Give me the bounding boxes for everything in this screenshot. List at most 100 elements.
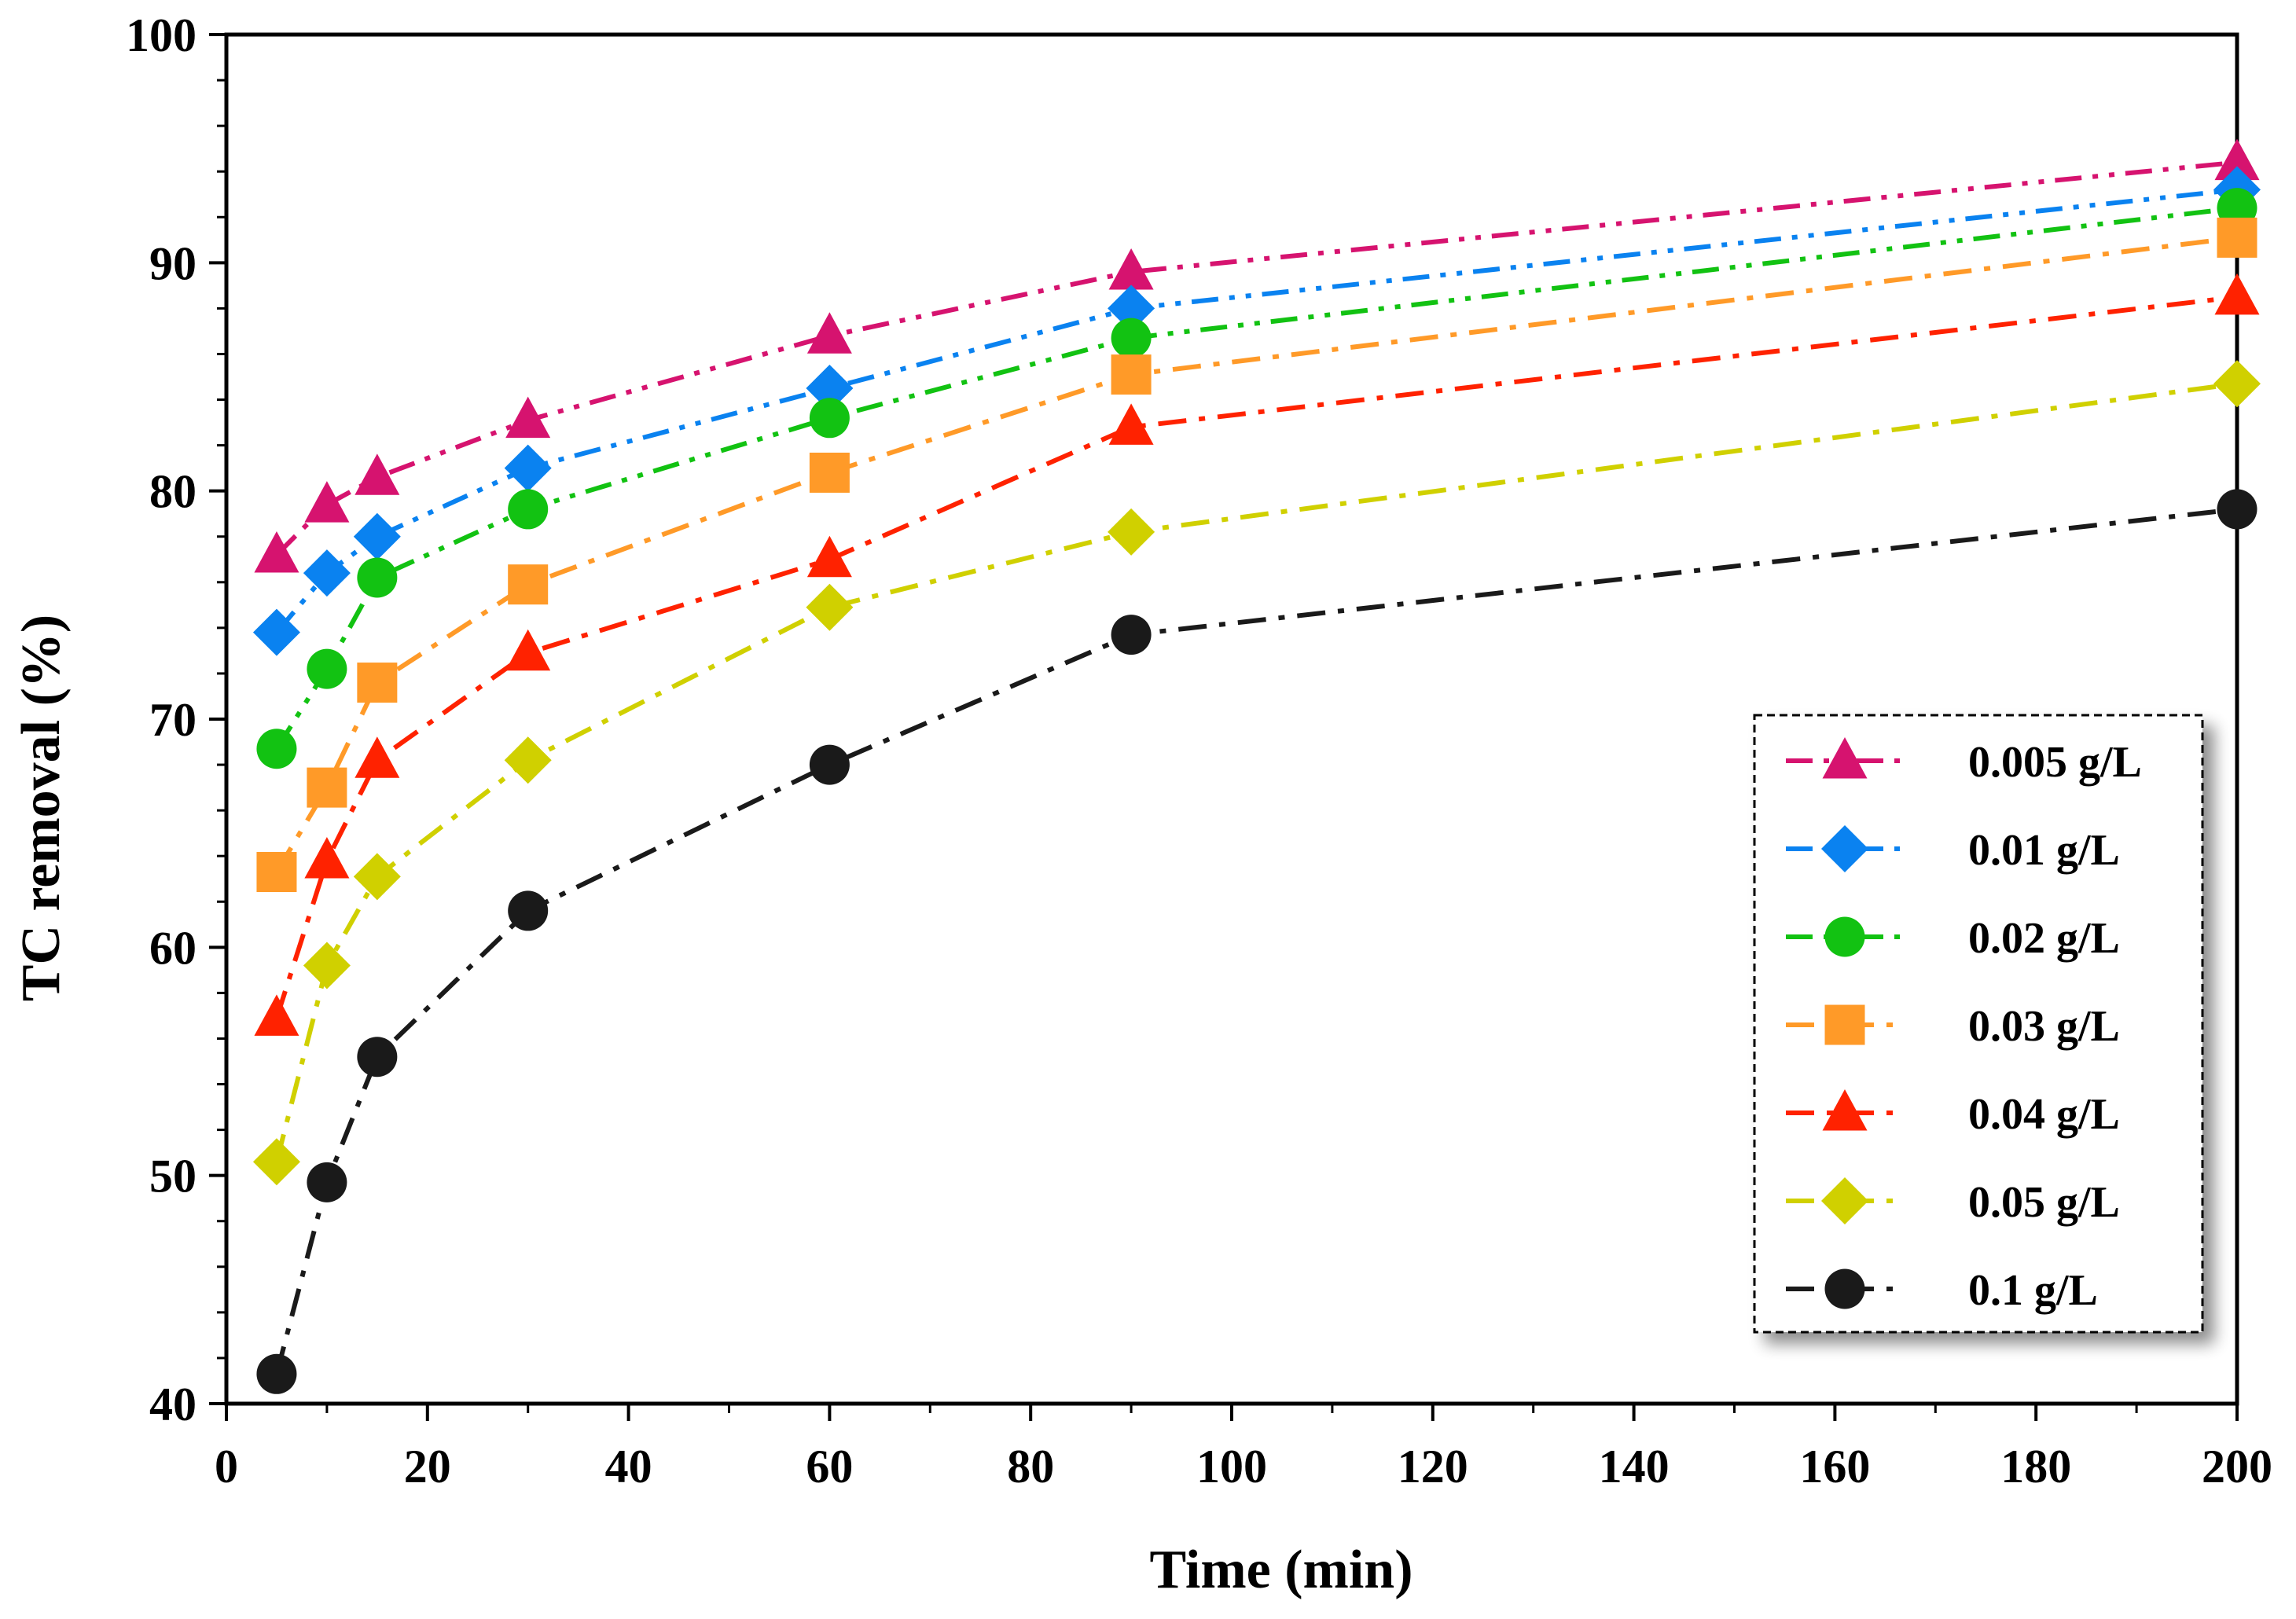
x-tick-label: 40 xyxy=(605,1441,652,1492)
x-tick-label: 60 xyxy=(806,1441,853,1492)
data-point xyxy=(806,535,852,578)
legend-item-2: 0.02 g/L xyxy=(1786,914,2120,963)
data-point xyxy=(809,398,850,439)
y-tick-label: 80 xyxy=(149,466,197,518)
x-tick-label: 200 xyxy=(2202,1441,2272,1492)
series-line xyxy=(274,187,2238,634)
y-tick-label: 40 xyxy=(149,1379,197,1430)
x-tick-label: 140 xyxy=(1599,1441,1670,1492)
y-tick-label: 90 xyxy=(149,237,197,289)
data-point xyxy=(252,1138,300,1186)
data-point xyxy=(303,942,351,989)
x-tick-label: 180 xyxy=(2000,1441,2071,1492)
data-point xyxy=(256,1353,297,1394)
legend-label: 0.04 g/L xyxy=(1968,1090,2120,1139)
data-point xyxy=(508,564,549,605)
series-6 xyxy=(256,489,2257,1394)
x-tick-label: 80 xyxy=(1007,1441,1054,1492)
data-point xyxy=(508,489,549,530)
series-0 xyxy=(254,138,2260,573)
data-point xyxy=(303,549,351,597)
y-tick-label: 60 xyxy=(149,922,197,974)
legend: 0.005 g/L 0.01 g/L 0.02 g/L 0.03 g/L 0.04 g/… xyxy=(1753,714,2204,1334)
legend-label: 0.01 g/L xyxy=(1968,826,2120,875)
legend-item-5: 0.05 g/L xyxy=(1786,1177,2120,1227)
legend-label: 0.05 g/L xyxy=(1968,1178,2120,1227)
data-point xyxy=(806,365,854,413)
data-point xyxy=(254,994,299,1036)
data-point xyxy=(809,744,850,785)
data-point xyxy=(504,736,552,784)
y-axis-label: TC removal (%) xyxy=(11,615,72,1002)
legend-item-4: 0.04 g/L xyxy=(1786,1089,2120,1139)
y-tick-label: 100 xyxy=(126,9,197,61)
legend-label: 0.1 g/L xyxy=(1968,1266,2098,1315)
x-tick-label: 20 xyxy=(404,1441,451,1492)
legend-item-1: 0.01 g/L xyxy=(1786,825,2120,875)
data-point xyxy=(254,530,299,573)
axes: 0 20 40 60 80 100 120 140 160 180 200 40 50 60 70 80 90 1… xyxy=(126,9,2272,1492)
data-point xyxy=(2217,217,2257,258)
data-point xyxy=(2217,489,2257,530)
data-point xyxy=(806,312,852,354)
legend-marker xyxy=(1824,1268,1865,1309)
series-group xyxy=(252,138,2261,1394)
data-point xyxy=(357,1037,398,1077)
x-tick-label: 100 xyxy=(1196,1441,1267,1492)
data-point xyxy=(353,853,401,901)
legend-marker xyxy=(1824,916,1865,957)
data-point xyxy=(256,852,297,893)
data-point xyxy=(1111,318,1152,358)
legend-label: 0.03 g/L xyxy=(1968,1002,2120,1051)
legend-marker xyxy=(1822,1089,1868,1131)
data-point xyxy=(256,729,297,769)
x-tick-label: 0 xyxy=(215,1441,238,1492)
y-tick-label: 70 xyxy=(149,694,197,746)
data-point xyxy=(307,767,347,808)
data-point xyxy=(355,453,400,495)
data-point xyxy=(1108,508,1155,556)
legend-label: 0.005 g/L xyxy=(1968,738,2142,787)
legend-box xyxy=(1753,714,2204,1334)
series-line xyxy=(274,205,2238,751)
data-point xyxy=(304,481,350,523)
data-point xyxy=(1111,615,1152,655)
legend-marker xyxy=(1821,1177,1868,1224)
series-4 xyxy=(254,273,2260,1036)
series-1 xyxy=(252,166,2261,656)
legend-marker xyxy=(1822,737,1868,779)
data-point xyxy=(508,890,549,931)
data-point xyxy=(2214,273,2260,315)
series-3 xyxy=(256,217,2257,893)
data-point xyxy=(1108,285,1155,332)
legend-item-0: 0.005 g/L xyxy=(1786,737,2142,787)
data-point xyxy=(505,629,551,671)
data-point xyxy=(307,1162,347,1202)
data-point xyxy=(307,648,347,689)
legend-item-3: 0.03 g/L xyxy=(1786,1002,2120,1051)
data-point xyxy=(1108,248,1154,290)
data-point xyxy=(1108,403,1154,445)
legend-label: 0.02 g/L xyxy=(1968,914,2120,963)
legend-item-6: 0.1 g/L xyxy=(1786,1266,2098,1315)
legend-marker xyxy=(1824,1004,1865,1045)
data-point xyxy=(2214,138,2260,181)
data-point xyxy=(355,736,400,778)
data-point xyxy=(809,452,850,493)
data-point xyxy=(505,396,551,439)
series-5 xyxy=(252,360,2261,1186)
data-point xyxy=(252,608,300,656)
data-point xyxy=(357,663,398,703)
y-tick-label: 50 xyxy=(149,1151,197,1202)
data-point xyxy=(357,557,398,598)
data-point xyxy=(1111,354,1152,395)
data-point xyxy=(304,837,350,879)
data-point xyxy=(504,444,552,492)
x-tick-label: 120 xyxy=(1398,1441,1468,1492)
x-axis-label: Time (min) xyxy=(1149,1540,1412,1600)
x-tick-label: 160 xyxy=(1799,1441,1870,1492)
data-point xyxy=(2213,360,2261,408)
data-point xyxy=(806,583,854,631)
